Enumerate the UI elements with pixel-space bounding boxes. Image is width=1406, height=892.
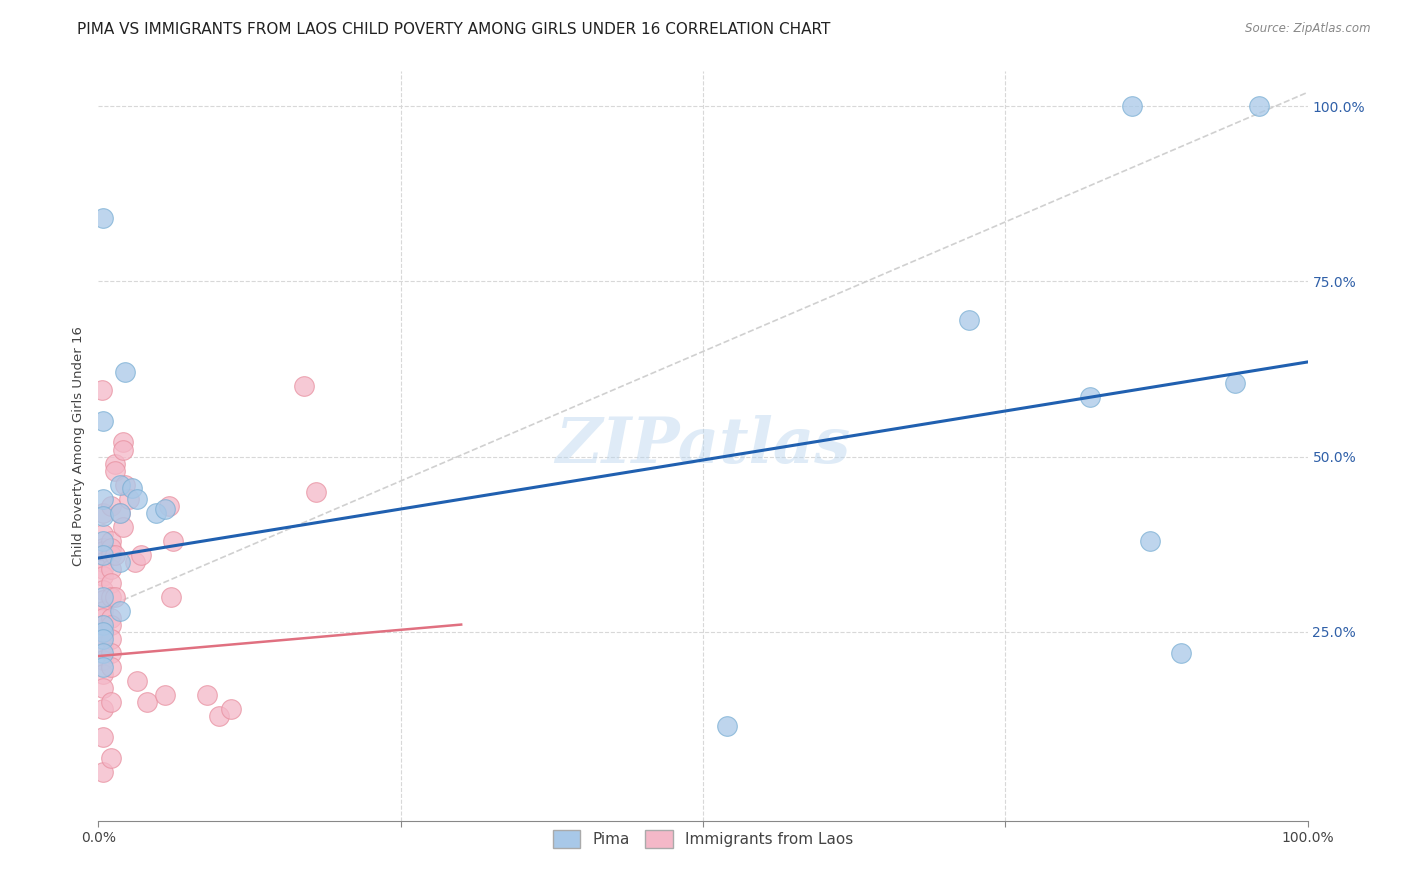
Point xyxy=(100,548,122,562)
Point xyxy=(153,688,176,702)
Point xyxy=(91,730,114,744)
Point xyxy=(91,506,114,520)
Point xyxy=(100,590,122,604)
Point xyxy=(91,628,114,642)
Point xyxy=(100,499,122,513)
Point xyxy=(111,519,134,533)
Text: PIMA VS IMMIGRANTS FROM LAOS CHILD POVERTY AMONG GIRLS UNDER 16 CORRELATION CHAR: PIMA VS IMMIGRANTS FROM LAOS CHILD POVER… xyxy=(77,22,831,37)
Point xyxy=(104,548,127,562)
Point xyxy=(91,659,114,673)
Point xyxy=(91,639,114,653)
Point xyxy=(91,544,114,558)
Text: ZIPatlas: ZIPatlas xyxy=(555,416,851,476)
Point xyxy=(104,590,127,604)
Point xyxy=(111,442,134,457)
Point xyxy=(145,506,167,520)
Point xyxy=(1139,533,1161,548)
Point xyxy=(91,617,114,632)
Point xyxy=(1170,646,1192,660)
Point xyxy=(91,646,114,660)
Point xyxy=(108,506,131,520)
Point xyxy=(135,695,157,709)
Point xyxy=(91,561,114,575)
Point xyxy=(108,555,131,569)
Point xyxy=(100,750,122,764)
Point xyxy=(91,548,114,562)
Point xyxy=(124,555,146,569)
Point xyxy=(91,533,114,548)
Point xyxy=(121,481,143,495)
Point xyxy=(100,610,122,624)
Point xyxy=(100,541,122,555)
Point xyxy=(208,708,231,723)
Point xyxy=(129,548,152,562)
Point xyxy=(91,555,114,569)
Point xyxy=(91,681,114,695)
Point xyxy=(91,610,114,624)
Point xyxy=(91,582,114,597)
Point xyxy=(100,632,122,646)
Point xyxy=(100,575,122,590)
Point xyxy=(91,666,114,681)
Point xyxy=(292,379,315,393)
Point xyxy=(91,624,114,639)
Point xyxy=(104,463,127,477)
Point xyxy=(100,617,122,632)
Point xyxy=(91,593,114,607)
Point xyxy=(127,673,149,688)
Point xyxy=(1249,99,1271,113)
Point xyxy=(91,415,114,429)
Point xyxy=(104,457,127,471)
Point xyxy=(91,211,114,226)
Point xyxy=(108,477,131,491)
Point xyxy=(100,561,122,575)
Point xyxy=(91,568,114,582)
Point xyxy=(91,548,114,562)
Y-axis label: Child Poverty Among Girls Under 16: Child Poverty Among Girls Under 16 xyxy=(72,326,86,566)
Point xyxy=(118,491,141,506)
Point xyxy=(91,652,114,666)
Text: Source: ZipAtlas.com: Source: ZipAtlas.com xyxy=(1246,22,1371,36)
Point xyxy=(91,590,114,604)
Point xyxy=(91,509,114,524)
Point xyxy=(716,719,738,733)
Point xyxy=(91,632,114,646)
Point xyxy=(1078,390,1101,404)
Point xyxy=(100,646,122,660)
Point xyxy=(91,764,114,779)
Point xyxy=(108,506,131,520)
Point xyxy=(1223,376,1246,390)
Point xyxy=(100,533,122,548)
Point xyxy=(195,688,218,702)
Point xyxy=(127,491,149,506)
Point xyxy=(91,541,114,555)
Point xyxy=(221,701,243,715)
Point xyxy=(91,526,114,541)
Point xyxy=(91,603,114,617)
Point xyxy=(100,659,122,673)
Point xyxy=(91,701,114,715)
Point xyxy=(153,502,176,516)
Point xyxy=(114,477,136,491)
Point xyxy=(91,617,114,632)
Point xyxy=(957,313,980,327)
Point xyxy=(305,484,328,499)
Point xyxy=(114,366,136,380)
Point xyxy=(1121,99,1143,113)
Legend: Pima, Immigrants from Laos: Pima, Immigrants from Laos xyxy=(547,824,859,855)
Point xyxy=(111,435,134,450)
Point xyxy=(160,590,183,604)
Point xyxy=(108,603,131,617)
Point xyxy=(91,383,114,397)
Point xyxy=(100,695,122,709)
Point xyxy=(91,491,114,506)
Point xyxy=(162,533,184,548)
Point xyxy=(157,499,180,513)
